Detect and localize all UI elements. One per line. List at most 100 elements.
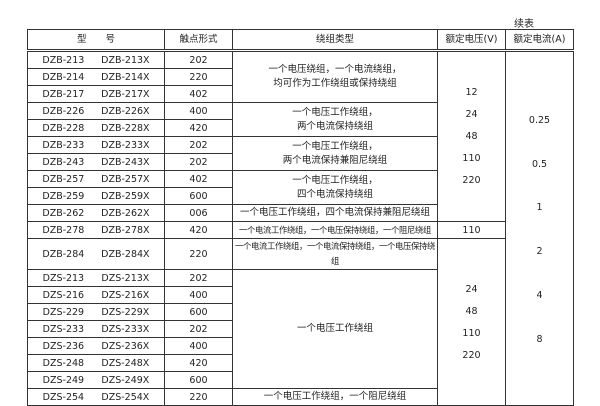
current-value: 1 [536,202,543,213]
header-model: 型 号 [27,29,165,52]
winding-line: 一个电压工作绕组，一个阻尼绕组 [263,391,407,402]
model-code: DZS-254 [42,391,85,403]
model-cell: DZS-229 DZS-229X [27,303,165,321]
model-cell: DZS-216 DZS-216X [27,286,165,304]
model-code-x: DZB-214X [101,71,150,83]
model-cell: DZB-262 DZB-262X [27,204,165,222]
current-value: 8 [536,334,543,345]
model-code-x: DZB-213X [101,54,150,66]
model-code-x: DZS-254X [101,391,150,403]
contact-cell: 402 [164,170,233,188]
model-cell: DZS-248 DZS-248X [27,354,165,372]
winding-type-cell: 一个电压绕组，一个电流绕组， 均可作为工作绕组或保持绕组 [232,50,438,103]
model-code: DZB-217 [42,88,85,100]
model-cell: DZS-249 DZS-249X [27,371,165,389]
contact-cell: 202 [164,153,233,171]
model-code: DZS-248 [42,357,85,369]
header-contact: 触点形式 [164,29,233,52]
table-row: DZB-217 DZB-217X 402 [27,85,574,103]
winding-line: 均可作为工作绕组或保持绕组 [273,78,397,89]
model-code: DZB-214 [42,71,85,83]
table-row: DZB-257 DZB-257X 402 一个电压工作绕组， 四个电流保持绕组 [27,170,574,205]
current-value: 2 [536,246,543,257]
winding-line: 一个电压工作绕组，四个电流保持兼阻尼绕组 [239,207,430,218]
table-row: DZB-278 DZB-278X 420 一个电流工作绕组，一个电压保持绕组，一个阻尼… [27,221,574,239]
model-code-x: DZB-243X [101,156,150,168]
model-code-x: DZS-249X [101,374,150,386]
winding-line: 两个电流保持兼阻尼绕组 [282,154,388,166]
voltage-cell: 24 48 110 220 [437,238,506,406]
contact-cell: 202 [164,50,233,69]
voltage-value: 24 [465,283,478,295]
table-row: DZS-213 DZS-213X 202 一个电压工作绕组 [27,269,574,389]
winding-line: 一个电流工作绕组，一个电压保持绕组，一个阻尼绕组 [239,224,431,235]
contact-cell: 202 [164,269,233,287]
contact-cell: 400 [164,286,233,304]
table-row: DZS-236 DZS-236X 400 [27,337,574,355]
model-cell: DZB-257 DZB-257X [27,170,165,188]
voltage-cell: 110 [437,221,506,239]
model-code: DZS-229 [42,306,85,318]
winding-line: 一个电压工作绕组 [296,323,373,334]
current-value: 0.25 [528,115,551,126]
model-cell: DZS-213 DZS-213X [27,269,165,287]
contact-cell: 220 [164,68,233,86]
current-cell: 0.25 0.5 1 2 4 8 [505,50,574,406]
model-code-x: DZS-236X [101,340,150,352]
voltage-value: 48 [465,131,478,142]
table-row: DZS-248 DZS-248X 420 [27,354,574,372]
model-code: DZS-213 [42,272,85,284]
model-cell: DZB-217 DZB-217X [27,85,165,103]
model-code-x: DZB-257X [101,173,150,185]
voltage-value: 220 [462,175,481,186]
model-cell: DZB-259 DZB-259X [27,187,165,205]
model-code-x: DZS-216X [101,289,150,301]
winding-line: 一个电流工作绕组，一个电流保持绕组，一个电压保持绕组 [235,241,435,266]
model-code-x: DZB-262X [101,207,150,219]
table-row: DZB-284 DZB-284X 220 一个电流工作绕组，一个电流保持绕组，一个电压… [27,238,574,406]
model-cell: DZS-236 DZS-236X [27,337,165,355]
voltage-value: 110 [462,153,481,164]
header-winding: 绕组类型 [232,29,438,52]
winding-type-cell: 一个电压工作绕组，四个电流保持兼阻尼绕组 [232,204,438,222]
winding-type-cell: 一个电压工作绕组， 四个电流保持绕组 [232,170,438,205]
table-row: DZB-213 DZB-213X 202 一个电压绕组，一个电流绕组， 均可作为工作绕组… [27,50,574,406]
model-cell: DZS-233 DZS-233X [27,320,165,338]
model-code-x: DZB-217X [101,88,150,100]
contact-cell: 600 [164,187,233,205]
contact-cell: 202 [164,320,233,338]
model-code-x: DZS-213X [101,272,150,284]
model-code: DZS-249 [42,374,85,386]
model-code: DZB-257 [42,173,85,185]
winding-line: 一个电压工作绕组， [292,140,378,152]
model-code: DZB-262 [42,207,85,219]
model-code-x: DZS-229X [101,306,150,318]
voltage-cell: 12 24 48 110 220 [437,50,506,222]
header-voltage: 额定电压(V) [437,29,506,52]
table-row: DZS-233 DZS-233X 202 [27,320,574,338]
model-cell: DZB-228 DZB-228X [27,119,165,137]
contact-cell: 006 [164,204,233,222]
model-code: DZB-228 [42,122,85,134]
contact-cell: 420 [164,354,233,372]
winding-line: 四个电流保持绕组 [296,188,373,200]
model-code: DZS-216 [42,289,85,301]
contact-cell: 600 [164,371,233,389]
model-cell: DZB-284 DZB-284X [27,238,165,270]
contact-cell: 400 [164,102,233,120]
voltage-value: 220 [462,349,481,361]
model-code: DZB-278 [42,224,85,236]
winding-type-cell: 一个电压工作绕组 [232,269,438,389]
model-cell: DZS-254 DZS-254X [27,388,165,406]
model-code-x: DZB-278X [101,224,150,236]
model-cell: DZB-226 DZB-226X [27,102,165,120]
winding-line: 两个电流保持绕组 [296,120,373,132]
model-code: DZB-284 [42,248,85,260]
voltage-value: 110 [462,224,481,236]
model-code: DZB-213 [42,54,85,66]
contact-cell: 402 [164,85,233,103]
winding-line: 一个电压工作绕组， [292,174,378,186]
model-code-x: DZB-284X [101,248,150,260]
header-current: 额定电流(A) [505,29,574,52]
model-code: DZB-226 [42,105,85,117]
